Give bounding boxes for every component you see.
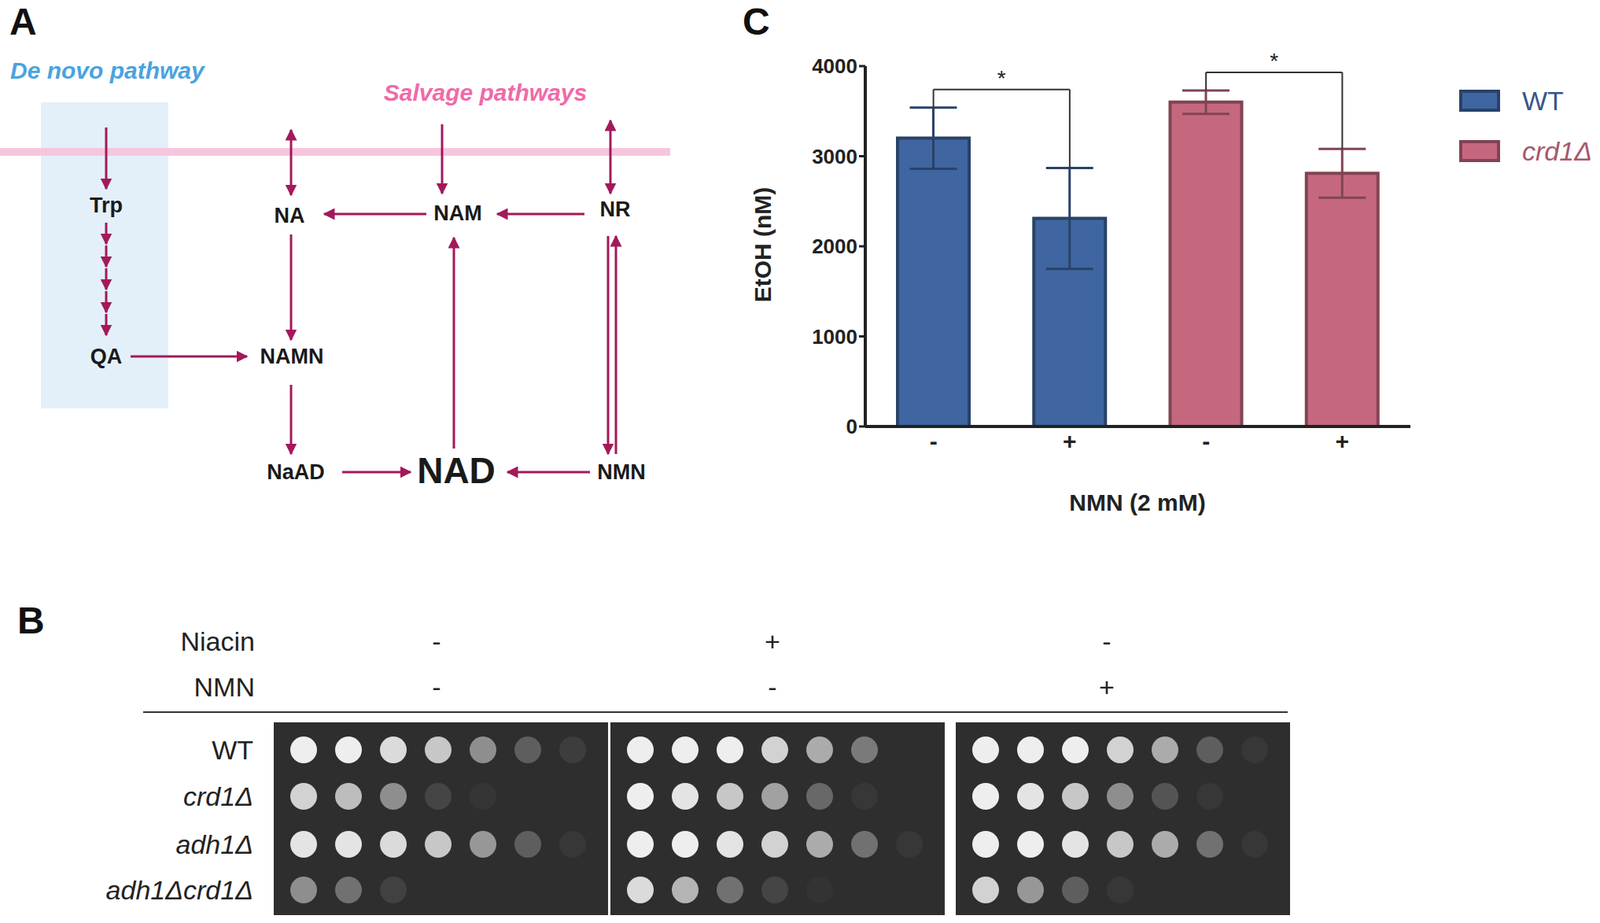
html-text:NMN (2 mM): NMN (2 mM) <box>1069 489 1206 516</box>
svg-text:+: + <box>1098 671 1115 702</box>
svg-text:3000: 3000 <box>811 144 858 169</box>
svg-text:1000: 1000 <box>811 324 858 349</box>
svg-text:B: B <box>17 599 45 642</box>
svg-text:+: + <box>764 626 781 657</box>
svg-text:NR: NR <box>600 197 631 222</box>
svg-text:*: * <box>997 66 1007 91</box>
svg-text:*: * <box>1269 48 1279 74</box>
svg-text:Niacin: Niacin <box>180 626 255 657</box>
svg-text:NAMN: NAMN <box>260 344 325 369</box>
svg-text:C: C <box>742 0 771 43</box>
svg-text:crd1Δ: crd1Δ <box>183 781 254 812</box>
svg-text:2000: 2000 <box>811 234 858 259</box>
svg-text:adh1Δ: adh1Δ <box>176 829 254 859</box>
svg-text:adh1Δcrd1Δ: adh1Δcrd1Δ <box>106 874 254 905</box>
svg-text:NA: NA <box>274 203 306 228</box>
svg-text:NMN: NMN <box>597 460 646 484</box>
svg-text:A: A <box>9 0 37 43</box>
html-text:crd1Δ: crd1Δ <box>1522 135 1593 166</box>
svg-text:NAM: NAM <box>433 201 483 225</box>
html-text:WT: WT <box>1522 85 1564 116</box>
svg-text:NAD: NAD <box>416 449 496 491</box>
svg-text:NaAD: NaAD <box>266 460 325 484</box>
html-text:EtOH (nM): EtOH (nM) <box>749 186 776 303</box>
svg-text:QA: QA <box>90 344 123 369</box>
svg-text:-: - <box>431 671 441 702</box>
svg-text:Trp: Trp <box>89 193 123 218</box>
svg-text:-: - <box>767 671 777 702</box>
svg-text:-: - <box>929 427 938 454</box>
svg-text:De novo pathway: De novo pathway <box>10 57 206 84</box>
svg-text:-: - <box>1102 626 1111 657</box>
svg-text:+: + <box>1062 427 1077 454</box>
svg-text:+: + <box>1335 427 1350 454</box>
svg-text:WT: WT <box>211 734 254 765</box>
svg-text:0: 0 <box>846 414 858 439</box>
svg-text:4000: 4000 <box>811 54 858 78</box>
svg-text:-: - <box>431 626 441 657</box>
svg-text:Salvage pathways: Salvage pathways <box>383 79 587 106</box>
svg-text:-: - <box>1201 427 1210 454</box>
svg-text:NMN: NMN <box>194 671 255 702</box>
